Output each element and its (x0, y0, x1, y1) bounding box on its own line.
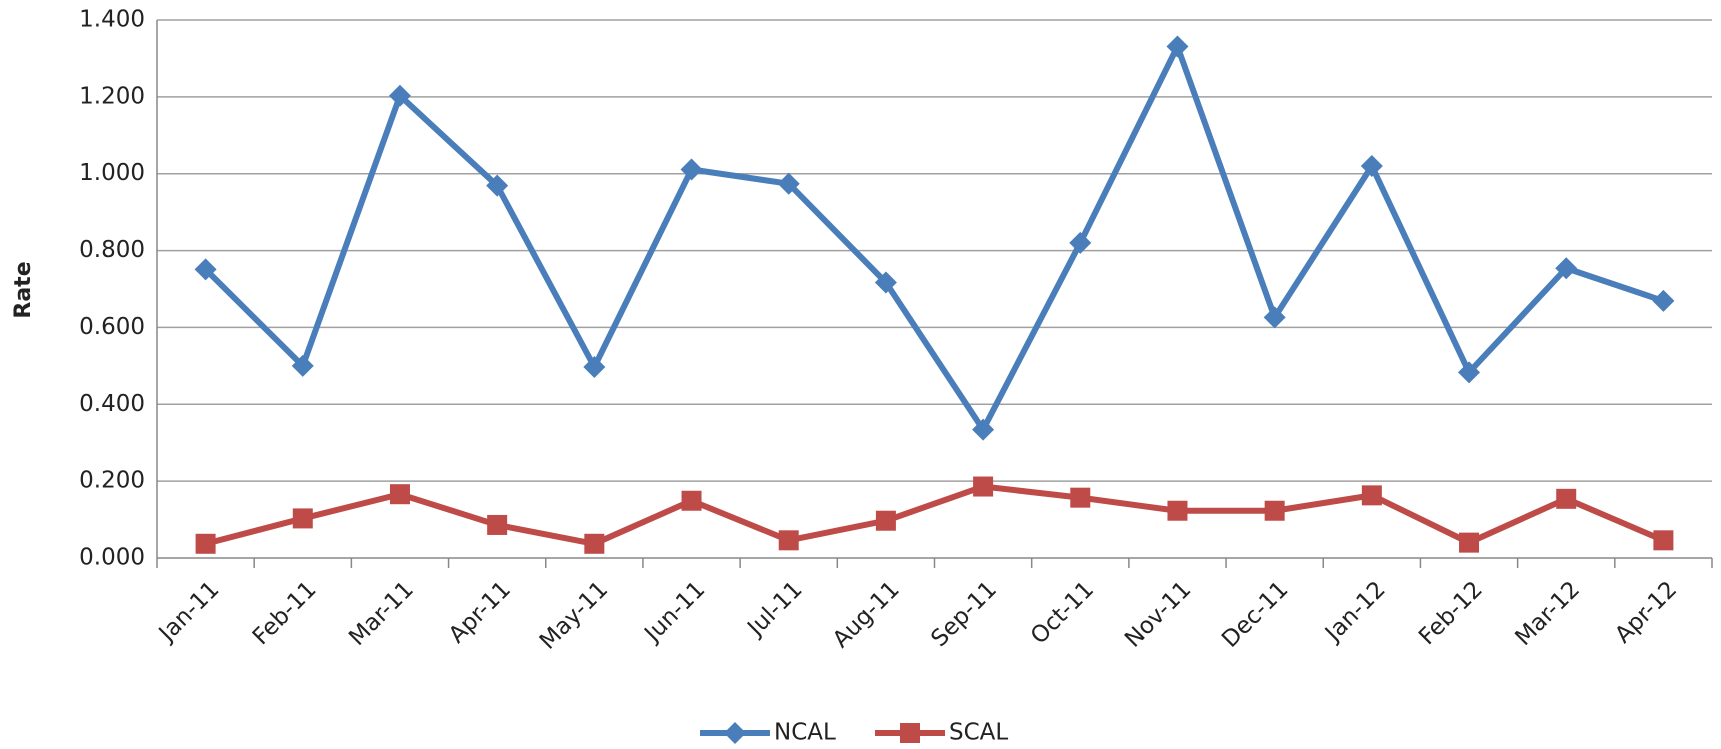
data-point (583, 356, 606, 379)
legend-marker (900, 723, 920, 743)
y-axis-label: Rate (11, 261, 36, 318)
y-tick-label: 0.600 (79, 314, 145, 340)
x-tick-label: Apr-11 (444, 576, 516, 648)
data-point (487, 514, 508, 535)
data-point (1652, 289, 1675, 312)
x-tick-label: Aug-11 (828, 576, 905, 653)
y-tick-label: 0.400 (79, 391, 145, 417)
y-tick-label: 0.200 (79, 468, 145, 494)
x-tick-label: Sep-11 (926, 576, 1002, 652)
data-point (1069, 231, 1092, 254)
y-tick-label: 1.200 (79, 83, 145, 109)
legend-label: SCAL (949, 720, 1008, 746)
x-tick-label: Apr-12 (1610, 576, 1682, 648)
x-tick-label: Mar-11 (344, 576, 419, 651)
data-point (1167, 500, 1188, 521)
data-point (777, 172, 800, 195)
x-tick-label: Jun-11 (639, 576, 711, 648)
data-point (1555, 257, 1578, 280)
x-tick-label: Dec-11 (1217, 576, 1293, 652)
x-tick-label: May-11 (535, 576, 613, 654)
data-point (1653, 530, 1674, 551)
data-point (389, 484, 410, 505)
data-point (486, 174, 509, 197)
data-point (1556, 488, 1577, 509)
data-point (388, 84, 411, 107)
data-point (875, 510, 896, 531)
data-point (195, 533, 216, 554)
y-tick-label: 0.000 (79, 545, 145, 571)
data-point (973, 476, 994, 497)
y-tick-label: 1.400 (79, 7, 145, 33)
data-point (1070, 487, 1091, 508)
x-tick-label: Nov-11 (1120, 576, 1196, 652)
legend-label: NCAL (774, 720, 836, 746)
series-line (203, 43, 1665, 433)
data-point (584, 533, 605, 554)
x-tick-label: Jan-12 (1319, 576, 1390, 647)
y-tick-label: 1.000 (79, 160, 145, 186)
x-tick-label: Oct-11 (1026, 576, 1099, 649)
y-tick-label: 0.800 (79, 237, 145, 263)
data-point (292, 508, 313, 529)
legend-marker (724, 722, 746, 744)
x-tick-label: Feb-12 (1414, 576, 1488, 650)
data-point (194, 258, 217, 281)
x-tick-label: Jul-11 (742, 576, 808, 642)
data-point (1166, 35, 1189, 58)
data-point (1459, 532, 1480, 553)
data-point (874, 271, 897, 294)
data-point (778, 530, 799, 551)
data-point (681, 490, 702, 511)
data-point (291, 354, 314, 377)
data-point (1361, 485, 1382, 506)
data-point (1263, 306, 1286, 329)
data-point (680, 158, 703, 181)
x-tick-label: Jan-11 (153, 576, 224, 647)
data-point (1458, 361, 1481, 384)
series-line (204, 483, 1665, 547)
data-point (1264, 500, 1285, 521)
data-point (1360, 155, 1383, 178)
x-tick-label: Mar-12 (1510, 576, 1585, 651)
data-point (972, 418, 995, 441)
x-tick-label: Feb-11 (248, 576, 322, 650)
